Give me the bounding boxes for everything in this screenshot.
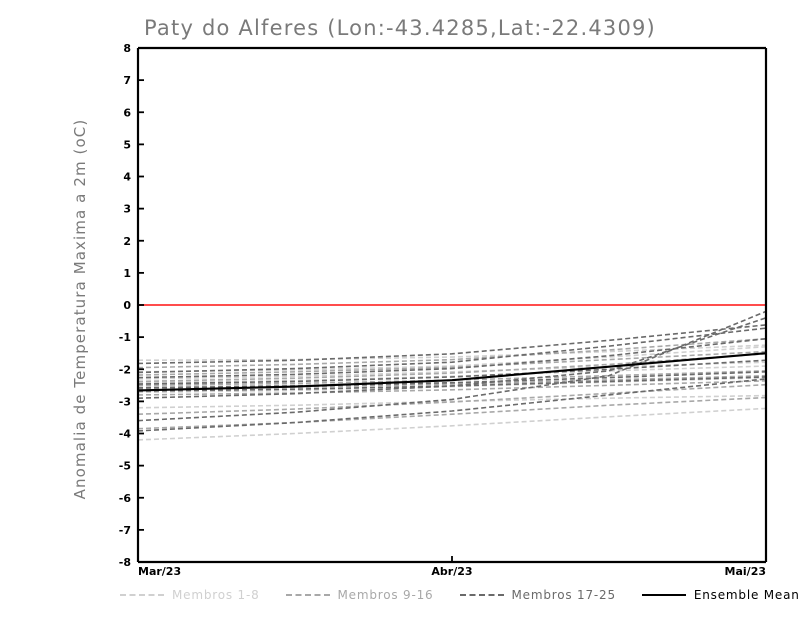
legend-label: Ensemble Mean	[693, 588, 800, 602]
axis-ticks: 8 7 6 5 4 3 2 1 0 -1 -2 -3 -4 -5 -6 -7 -8 Mar/23 Abr/23 Mai…	[119, 42, 767, 578]
legend-entry: Ensemble Mean	[641, 588, 800, 602]
series-line	[137, 407, 767, 441]
chart-title: Paty do Alferes (Lon:-43.4285,Lat:-22.43…	[144, 16, 656, 40]
y-tick-label: 5	[123, 138, 131, 151]
y-tick-label: 3	[123, 203, 131, 216]
y-tick-label: 7	[123, 74, 131, 87]
series-line	[137, 383, 767, 416]
y-tick-label: -5	[119, 460, 131, 473]
legend-label: Membros 17-25	[511, 588, 616, 602]
y-tick-label: -3	[119, 395, 131, 408]
y-tick-label: -4	[119, 428, 132, 441]
series-line	[137, 359, 767, 385]
legend-swatch-icon	[459, 589, 504, 601]
legend-label: Membros 1-8	[172, 588, 260, 602]
series-line	[137, 337, 767, 379]
x-tick-label: Mai/23	[725, 565, 766, 578]
series-line	[137, 327, 767, 374]
y-tick-label: 1	[123, 267, 131, 280]
y-tick-label: 6	[123, 106, 131, 119]
series-line	[137, 350, 767, 376]
y-tick-label: -8	[119, 556, 131, 569]
series-line	[137, 317, 767, 399]
series-line	[137, 371, 767, 389]
series-line	[137, 324, 767, 365]
series-line	[137, 337, 767, 369]
series-line	[137, 353, 767, 383]
y-tick-label: -6	[119, 492, 132, 505]
y-tick-label: -7	[119, 524, 131, 537]
series-line	[137, 361, 767, 380]
y-tick-label: -1	[119, 331, 131, 344]
legend-entry: Membros 1-8	[120, 588, 260, 602]
legend-label: Membros 9-16	[337, 588, 434, 602]
y-tick-label: 4	[123, 171, 131, 184]
legend-entry: Membros 17-25	[459, 588, 616, 602]
series-layer	[137, 310, 767, 441]
series-line	[137, 380, 767, 396]
series-line	[137, 352, 767, 392]
legend-swatch-icon	[641, 589, 686, 601]
legend-swatch-icon	[120, 589, 164, 601]
series-line	[137, 378, 767, 432]
y-tick-label: 8	[123, 42, 131, 55]
x-tick-label: Abr/23	[431, 565, 472, 578]
y-tick-label: 0	[123, 299, 131, 312]
y-tick-label: 2	[123, 235, 131, 248]
legend-swatch-icon	[285, 589, 330, 601]
x-tick-label: Mar/23	[138, 565, 181, 578]
y-tick-label: -2	[119, 363, 131, 376]
legend-entry: Membros 9-16	[285, 588, 434, 602]
series-line	[137, 344, 767, 362]
series-line	[137, 310, 767, 422]
chart-legend: Membros 1-8 Membros 9-16 Membros 17-25 Ense…	[120, 586, 799, 604]
